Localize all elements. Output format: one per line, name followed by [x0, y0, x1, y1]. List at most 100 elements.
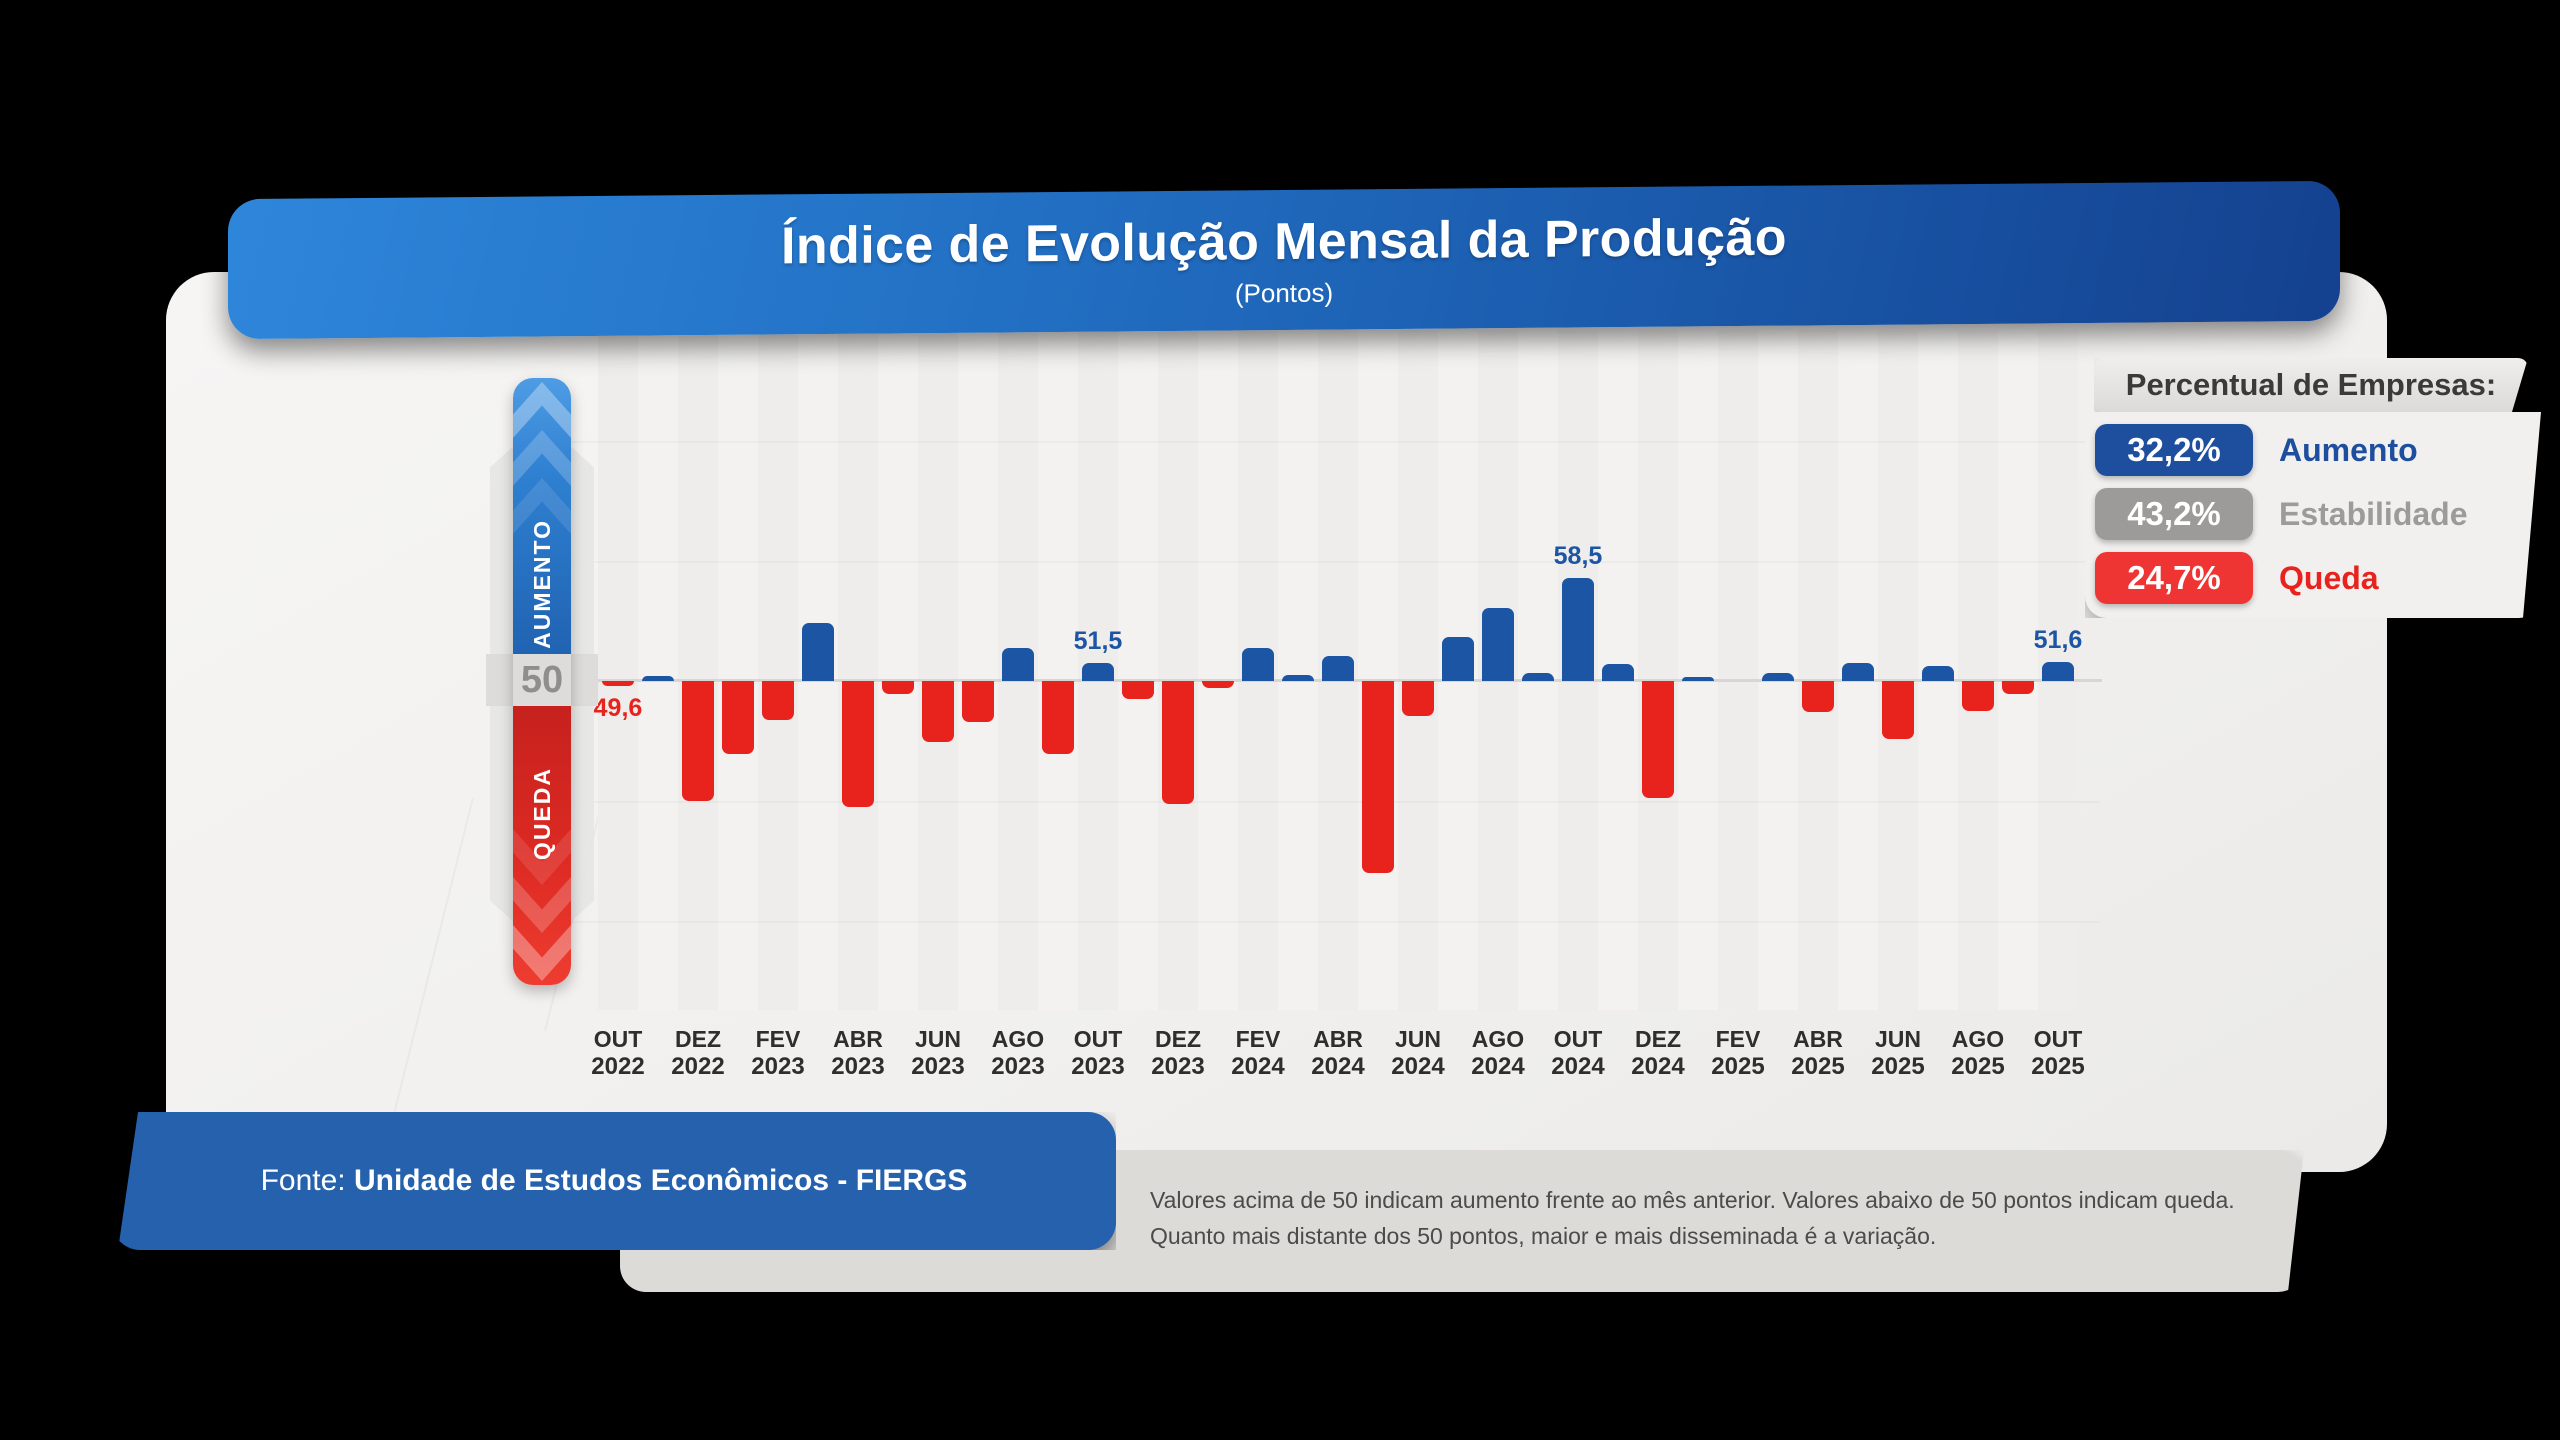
- column-stripe: [1398, 330, 1438, 1010]
- value-label-OUT-2023: 51,5: [1073, 626, 1123, 655]
- legend-pct-increase: 32,2%: [2095, 424, 2253, 476]
- column-stripe: [1038, 330, 1078, 1010]
- bar-NOV-2024: [1602, 664, 1634, 681]
- header-banner: Índice de Evolução Mensal da Produção (P…: [228, 180, 2340, 340]
- column-stripe: [1758, 330, 1798, 1010]
- tick-year: 2024: [1631, 1053, 1685, 1080]
- legend-panel: 32,2% Aumento 43,2% Estabilidade 24,7% Q…: [2085, 412, 2541, 618]
- value-label-OUT-2022: 49,6: [593, 693, 643, 722]
- tick-year: 2023: [911, 1053, 965, 1080]
- legend-item-stability: 43,2% Estabilidade: [2095, 488, 2468, 540]
- source-name: Unidade de Estudos Econômicos - FIERGS: [353, 1164, 968, 1197]
- tick-month: ABR: [1313, 1026, 1363, 1052]
- column-stripe: [598, 330, 638, 1010]
- tick-month: OUT: [593, 1026, 643, 1052]
- bar-MAI-2024: [1362, 681, 1394, 874]
- tick-month: AGO: [1951, 1026, 2005, 1052]
- bar-OUT-2024: [1562, 578, 1594, 681]
- tick-year: 2024: [1311, 1053, 1365, 1080]
- bar-ABR-2023: [842, 681, 874, 807]
- x-tick-DEZ-2022: DEZ 2022: [638, 1026, 758, 1080]
- value-label-OUT-2025: 51,6: [2033, 625, 2083, 654]
- column-stripe: [1998, 330, 2038, 1010]
- page-title: Índice de Evolução Mensal da Produção: [781, 208, 1787, 275]
- legend-pct-stability: 43,2%: [2095, 488, 2253, 540]
- x-tick-AGO-2024: AGO 2024: [1438, 1026, 1558, 1080]
- tick-month: JUN: [1394, 1026, 1441, 1052]
- value-label-OUT-2024: 58,5: [1553, 542, 1603, 571]
- bar-MAR-2025: [1762, 672, 1794, 681]
- gridline: [560, 441, 2100, 443]
- footnote-line-1: Valores acima de 50 indicam aumento fren…: [1150, 1187, 2235, 1213]
- x-tick-ABR-2024: ABR 2024: [1278, 1026, 1398, 1080]
- x-tick-ABR-2023: ABR 2023: [798, 1026, 918, 1080]
- tick-month: JUN: [914, 1026, 961, 1052]
- tick-month: JUN: [1874, 1026, 1921, 1052]
- bar-DEZ-2023: [1162, 681, 1194, 805]
- legend-heading: Percentual de Empresas:: [2094, 358, 2528, 412]
- column-stripe: [1518, 330, 1558, 1010]
- bar-FEV-2023: [762, 681, 794, 720]
- chevron-down-icon: [513, 877, 571, 933]
- column-stripe: [838, 330, 878, 1010]
- tick-month: DEZ: [1155, 1026, 1201, 1052]
- x-tick-AGO-2023: AGO 2023: [958, 1026, 1078, 1080]
- bar-MAI-2025: [1842, 662, 1874, 681]
- bar-AGO-2024: [1482, 608, 1514, 681]
- chevron-up-icon: [513, 430, 571, 486]
- tick-year: 2022: [671, 1053, 725, 1080]
- bar-AGO-2023: [1002, 648, 1034, 681]
- tick-month: OUT: [1073, 1026, 1123, 1052]
- x-tick-ABR-2025: ABR 2025: [1758, 1026, 1878, 1080]
- tick-month: ABR: [1793, 1026, 1843, 1052]
- tick-year: 2023: [1071, 1053, 1125, 1080]
- tick-year: 2024: [1551, 1053, 1605, 1080]
- legend-label-decrease: Queda: [2279, 559, 2379, 596]
- source-text: Fonte: Unidade de Estudos Econômicos - F…: [261, 1164, 968, 1198]
- legend-item-increase: 32,2% Aumento: [2095, 424, 2418, 476]
- tick-year: 2023: [991, 1053, 1045, 1080]
- watermark-line: [380, 797, 474, 1166]
- bar-OUT-2023: [1082, 662, 1114, 681]
- tick-month: FEV: [1235, 1026, 1281, 1052]
- gridline: [560, 801, 2100, 803]
- source-prefix: Fonte:: [260, 1164, 354, 1197]
- tick-month: OUT: [1553, 1026, 1603, 1052]
- column-stripe: [758, 330, 798, 1010]
- column-stripe: [678, 330, 718, 1010]
- bar-MAR-2023: [802, 622, 834, 681]
- tick-month: FEV: [1715, 1026, 1761, 1052]
- tick-year: 2022: [591, 1053, 645, 1080]
- column-stripe: [1158, 330, 1198, 1010]
- column-stripe: [918, 330, 958, 1010]
- tick-month: OUT: [2033, 1026, 2083, 1052]
- bar-SET-2025: [2002, 681, 2034, 695]
- legend-heading-text: Percentual de Empresas:: [2125, 367, 2497, 402]
- x-tick-DEZ-2024: DEZ 2024: [1598, 1026, 1718, 1080]
- bar-JUN-2023: [922, 681, 954, 742]
- column-stripe: [718, 330, 758, 1010]
- bar-FEV-2024: [1242, 648, 1274, 681]
- gauge-midpoint-value: 50: [520, 658, 564, 701]
- tick-month: FEV: [755, 1026, 801, 1052]
- footnote-text: Valores acima de 50 indicam aumento fren…: [1150, 1182, 2235, 1254]
- x-tick-AGO-2025: AGO 2025: [1918, 1026, 2038, 1080]
- x-tick-OUT-2023: OUT 2023: [1038, 1026, 1158, 1080]
- tick-month: ABR: [833, 1026, 883, 1052]
- source-banner: Fonte: Unidade de Estudos Econômicos - F…: [118, 1112, 1116, 1250]
- bar-SET-2023: [1042, 681, 1074, 754]
- bar-JUL-2024: [1442, 637, 1474, 681]
- column-stripe: [1958, 330, 1998, 1010]
- tick-year: 2023: [831, 1053, 885, 1080]
- tick-year: 2025: [1791, 1053, 1845, 1080]
- bar-JAN-2024: [1202, 681, 1234, 689]
- bar-ABR-2024: [1322, 655, 1354, 681]
- bar-JAN-2023: [722, 681, 754, 754]
- x-tick-JUN-2023: JUN 2023: [878, 1026, 998, 1080]
- tick-year: 2025: [1711, 1053, 1765, 1080]
- x-tick-JUN-2025: JUN 2025: [1838, 1026, 1958, 1080]
- gridline: [560, 921, 2100, 923]
- legend-pct-decrease: 24,7%: [2095, 552, 2253, 604]
- gauge-midpoint: 50: [513, 654, 571, 706]
